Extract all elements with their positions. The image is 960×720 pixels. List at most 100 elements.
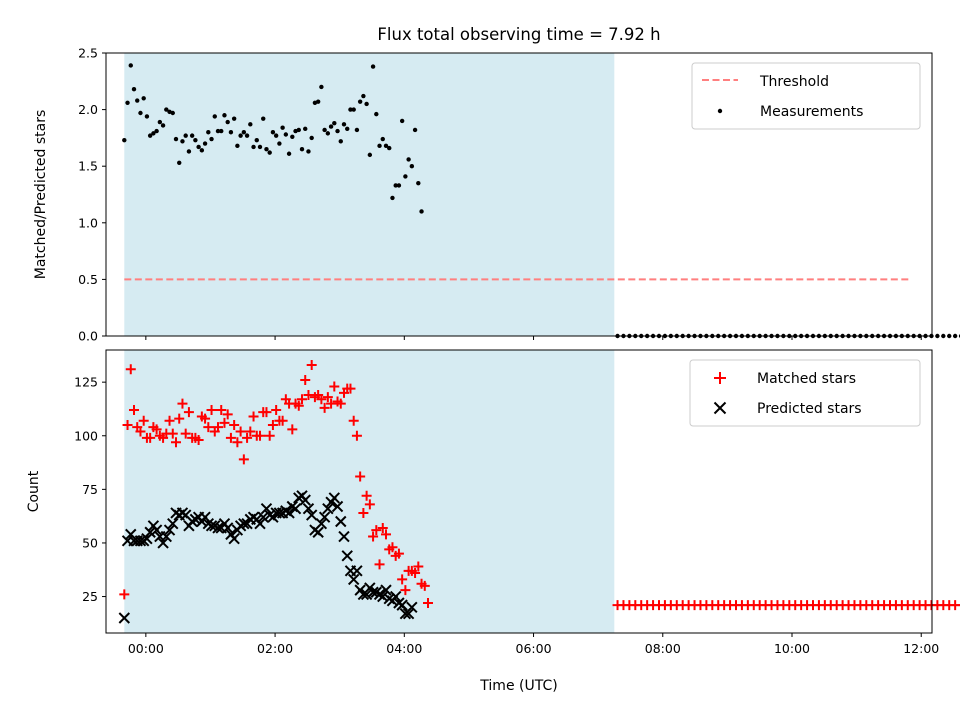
x-tick-label: 06:00	[516, 641, 552, 656]
measurement-point	[399, 118, 405, 124]
measurement-point	[160, 123, 166, 128]
matched-star-point	[329, 381, 340, 392]
legend-measurements-label: Measurements	[760, 104, 863, 120]
predicted-star-point	[380, 584, 392, 596]
predicted-star-point	[338, 530, 350, 543]
predicted-star-point	[312, 526, 324, 538]
predicted-star-point	[396, 599, 408, 611]
predicted-star-point	[221, 522, 234, 534]
measurement-point	[345, 126, 350, 132]
predicted-star-point	[331, 500, 344, 513]
predicted-star-point	[289, 502, 302, 515]
measurement-point	[270, 130, 276, 135]
measurement-point	[280, 125, 285, 130]
measurement-point	[332, 120, 337, 126]
measurement-point	[157, 119, 163, 125]
measurement-point	[144, 114, 150, 119]
matched-star-point	[206, 405, 217, 416]
matched-star-point	[306, 360, 317, 371]
measurement-point	[248, 122, 253, 127]
predicted-star-point	[199, 511, 211, 523]
measurement-point	[131, 87, 137, 92]
matched-star-point	[345, 383, 356, 394]
matched-star-point	[242, 432, 253, 443]
measurement-point	[299, 147, 305, 152]
measurement-point	[286, 151, 292, 156]
legend-matched-label: Matched stars	[757, 371, 856, 387]
measurement-point	[180, 139, 185, 144]
matched-star-point	[119, 589, 130, 600]
ratio-y-axis-label: Matched/Predicted stars	[33, 110, 49, 280]
matched-star-point	[238, 454, 249, 465]
observing-window-shade	[124, 53, 615, 336]
measurement-point	[335, 128, 340, 134]
matched-star-point	[277, 415, 288, 426]
y-tick-label: 125	[74, 375, 98, 390]
matched-star-point	[368, 531, 379, 542]
predicted-star-point	[205, 520, 218, 532]
measurement-point	[357, 99, 363, 104]
predicted-star-point	[406, 601, 418, 613]
measurement-point	[128, 63, 133, 68]
matched-star-point	[213, 422, 223, 433]
predicted-star-point	[141, 532, 153, 545]
matched-star-point	[348, 415, 359, 426]
measurement-point	[325, 131, 331, 136]
legend-predicted-swatch	[713, 401, 727, 415]
x-tick-label: 02:00	[257, 641, 293, 656]
measurement-point	[370, 64, 376, 69]
measurement-point	[364, 101, 369, 107]
matched-star-point	[171, 437, 181, 448]
matched-star-point	[216, 405, 227, 416]
measurement-point	[267, 150, 272, 155]
predicted-star-point	[238, 517, 250, 530]
count-x-ticks: 00:00 02:00 04:00 06:00 08:00 10:00 12:00	[128, 633, 939, 656]
matched-star-point	[235, 426, 246, 437]
measurement-point	[322, 127, 327, 133]
legend-matched-swatch	[714, 372, 726, 384]
measurement-point	[947, 333, 952, 339]
matched-star-point	[267, 420, 278, 431]
measurement-points	[122, 63, 960, 339]
matched-star-point	[397, 574, 408, 585]
matched-star-point	[164, 415, 175, 426]
ratio-legend-box	[691, 62, 921, 130]
predicted-star-point	[367, 586, 379, 598]
measurement-point	[251, 144, 256, 150]
measurement-point	[202, 141, 208, 146]
measurement-point	[935, 333, 940, 339]
matched-star-point	[200, 413, 211, 424]
measurement-point	[125, 100, 130, 106]
matched-star-point	[419, 580, 430, 591]
predicted-star-point	[167, 517, 179, 530]
measurement-point	[380, 136, 385, 142]
measurement-point	[219, 128, 224, 134]
matched-star-point	[377, 522, 388, 533]
matched-star-point	[264, 430, 275, 441]
predicted-star-point	[260, 502, 273, 515]
matched-star-point	[261, 407, 272, 418]
matched-star-point	[125, 364, 136, 375]
matched-star-point	[364, 499, 375, 510]
matched-star-point	[248, 411, 259, 422]
measurement-point	[231, 116, 237, 121]
observing-window-shade	[124, 350, 615, 633]
measurement-point	[170, 110, 175, 116]
matched-star-point	[293, 400, 304, 411]
measurement-point	[348, 107, 353, 112]
measurement-point	[383, 143, 389, 149]
measurement-point	[244, 133, 250, 138]
measurement-point	[341, 122, 347, 127]
measurement-point	[164, 107, 169, 112]
matched-star-point	[193, 435, 204, 446]
matched-star-point	[335, 398, 346, 409]
x-tick-label: 04:00	[386, 641, 422, 656]
y-tick-label: 25	[82, 589, 98, 604]
counts-panel: 25 50 75 100 125 00:00 02:00 04:00 06:00 08:00 10…	[26, 349, 960, 694]
measurement-point	[387, 145, 392, 151]
count-legend: Matched stars Predicted stars	[689, 359, 921, 427]
matched-star-point	[423, 597, 433, 608]
y-tick-label: 0.5	[78, 272, 98, 287]
measurement-point	[315, 99, 321, 104]
